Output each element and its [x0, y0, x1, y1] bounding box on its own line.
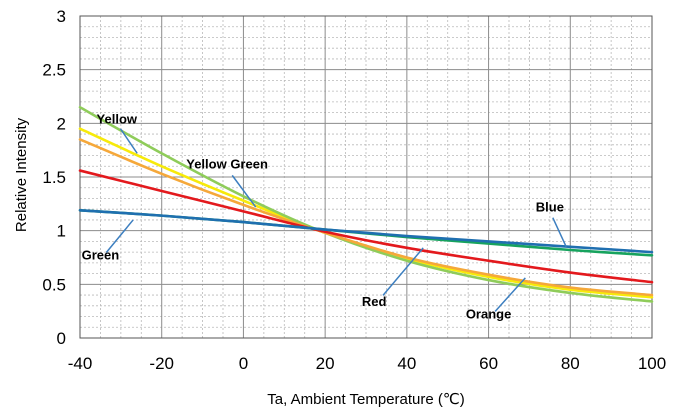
- series-line-blue: [78, 208, 654, 254]
- y-tick-label: 3: [57, 7, 66, 26]
- annotation-leader-red: [382, 247, 424, 296]
- annotation-leader-yellow-green: [231, 174, 257, 208]
- x-tick-label: 80: [561, 354, 580, 373]
- series-line-red: [78, 169, 654, 284]
- y-tick-label: 2: [57, 114, 66, 133]
- annotation-label-yellow-green: Yellow Green: [186, 156, 268, 171]
- x-tick-label: 0: [239, 354, 248, 373]
- x-tick-label: 40: [397, 354, 416, 373]
- annotation-leader-green: [105, 219, 134, 253]
- x-tick-label: -40: [68, 354, 93, 373]
- annotation-label-red: Red: [362, 294, 387, 309]
- y-tick-label: 0: [57, 329, 66, 348]
- series-line-yellow-green: [78, 105, 654, 303]
- y-tick-label: 0.5: [42, 275, 66, 294]
- y-tick-label: 1: [57, 222, 66, 241]
- y-tick-label: 1.5: [42, 168, 66, 187]
- annotation-leader-yellow: [119, 128, 138, 154]
- x-tick-label: -20: [149, 354, 174, 373]
- x-tick-label: 60: [479, 354, 498, 373]
- annotation-labels: Yellow Yellow Green Green Red Orange Blue: [82, 111, 564, 321]
- y-tick-label: 2.5: [42, 61, 66, 80]
- y-axis-title: Relative Intensity: [13, 117, 30, 232]
- series-line-orange: [78, 138, 654, 297]
- x-tick-label: 20: [316, 354, 335, 373]
- annotation-label-orange: Orange: [466, 307, 512, 322]
- annotation-label-blue: Blue: [536, 199, 564, 214]
- plot-frame: [79, 15, 653, 339]
- annotation-label-green: Green: [82, 248, 120, 263]
- x-tick-label: 100: [638, 354, 666, 373]
- annotation-label-yellow: Yellow: [97, 111, 138, 126]
- annotation-leaders: [105, 128, 567, 312]
- annotation-leader-orange: [494, 277, 526, 312]
- x-axis-ticks: -40 -20 0 20 40 60 80 100: [68, 354, 666, 373]
- y-axis-ticks: 0 0.5 1 1.5 2 2.5 3: [42, 7, 66, 348]
- x-axis-title: Ta, Ambient Temperature (℃): [267, 391, 464, 408]
- annotation-leader-blue: [552, 217, 567, 248]
- series-lines: [78, 105, 654, 303]
